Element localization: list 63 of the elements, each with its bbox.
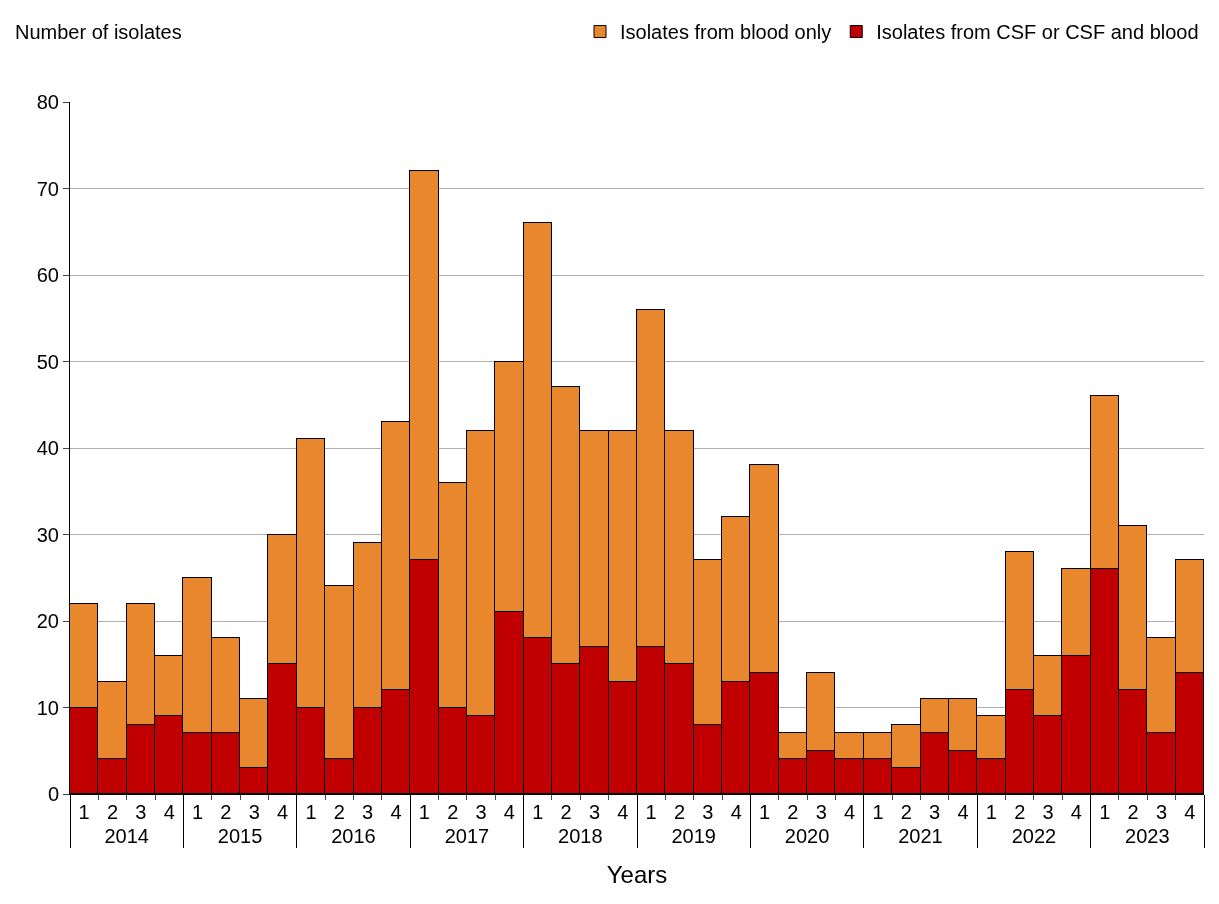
- text: 2021: [898, 825, 943, 847]
- x-tick-label: 3: [702, 801, 714, 823]
- x-tick-label: 2: [673, 801, 686, 823]
- x-axis-title: Years: [606, 861, 668, 889]
- y-tick-label: 0: [47, 783, 59, 805]
- x-tick-label: 2: [1127, 801, 1139, 823]
- y-tick-label: 20: [36, 610, 59, 632]
- text: 2023: [1125, 825, 1170, 847]
- y-axis-title: Number of isolates: [15, 21, 182, 43]
- x-tick-label: 3: [1155, 801, 1168, 823]
- x-tick-label: 4: [617, 801, 629, 823]
- x-tick-label: 1: [1099, 801, 1111, 823]
- legend-label: Isolates from blood only: [620, 21, 832, 44]
- x-tick-label: 4: [503, 801, 515, 823]
- x-tick-label: 3: [475, 801, 487, 823]
- x-tick-label: 4: [163, 801, 175, 823]
- y-tick-label: 40: [36, 437, 59, 459]
- text: 2022: [1011, 825, 1057, 847]
- x-tick-label: 1: [78, 801, 90, 823]
- x-tick-label: 1: [418, 801, 430, 823]
- x-tick-label: 3: [248, 801, 260, 823]
- x-tick-label: 4: [1184, 801, 1196, 823]
- x-tick-label: 1: [985, 801, 997, 823]
- x-tick-label: 3: [815, 801, 827, 823]
- y-tick-label: 50: [36, 350, 59, 373]
- y-tick-label: 70: [36, 177, 59, 200]
- x-tick-label: 3: [362, 801, 374, 823]
- x-tick-label: 1: [759, 801, 771, 823]
- x-tick-label: 4: [844, 801, 856, 823]
- y-tick-label: 60: [36, 264, 59, 286]
- x-tick-label: 3: [135, 801, 147, 823]
- x-tick-label: 4: [277, 801, 289, 823]
- x-tick-label: 1: [532, 801, 544, 823]
- x-tick-label: 2: [1014, 801, 1026, 823]
- text: 2017: [444, 825, 490, 847]
- text: 2014: [104, 825, 149, 847]
- text: 2019: [671, 825, 716, 847]
- x-tick-label: 4: [730, 801, 742, 823]
- x-tick-label: 1: [305, 801, 317, 823]
- x-tick-label: 1: [872, 801, 884, 823]
- x-tick-label: 2: [560, 801, 572, 823]
- y-tick-label: 30: [36, 523, 59, 546]
- x-tick-label: 4: [1070, 801, 1082, 823]
- text: 2015: [217, 825, 263, 847]
- y-tick-label: 10: [36, 696, 59, 719]
- text: 2020: [784, 825, 830, 847]
- x-tick-label: 3: [929, 801, 941, 823]
- x-tick-label: 2: [900, 801, 912, 823]
- x-tick-label: 2: [106, 801, 119, 823]
- y-tick-label: 80: [36, 91, 59, 113]
- x-tick-label: 3: [588, 801, 601, 823]
- text: 2016: [331, 825, 376, 847]
- x-tick-label: 2: [787, 801, 799, 823]
- x-tick-label: 1: [192, 801, 204, 823]
- legend-label: Isolates from CSF or CSF and blood: [876, 21, 1199, 44]
- x-tick-label: 2: [447, 801, 459, 823]
- x-tick-label: 3: [1042, 801, 1054, 823]
- text: 2018: [558, 825, 603, 847]
- x-tick-label: 4: [957, 801, 969, 823]
- x-tick-label: 2: [220, 801, 232, 823]
- x-tick-label: 4: [390, 801, 402, 823]
- x-tick-label: 2: [333, 801, 345, 823]
- x-tick-label: 1: [645, 801, 657, 823]
